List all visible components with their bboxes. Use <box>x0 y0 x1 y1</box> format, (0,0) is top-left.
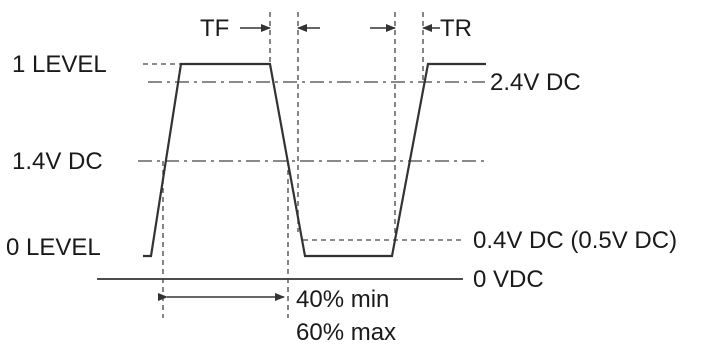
tr-label: TR <box>440 15 472 42</box>
ground-label: 0 VDC <box>473 266 544 293</box>
duty-max-label: 60% max <box>296 319 396 346</box>
zero-level-label: 0 LEVEL <box>6 234 101 261</box>
mid-threshold-label: 1.4V DC <box>12 148 103 175</box>
waveform-trace <box>143 62 486 258</box>
low-threshold-label: 0.4V DC (0.5V DC) <box>473 227 677 254</box>
duty-min-label: 40% min <box>296 286 389 313</box>
high-threshold-label: 2.4V DC <box>490 69 581 96</box>
one-level-label: 1 LEVEL <box>12 51 107 78</box>
tf-label: TF <box>200 15 229 42</box>
